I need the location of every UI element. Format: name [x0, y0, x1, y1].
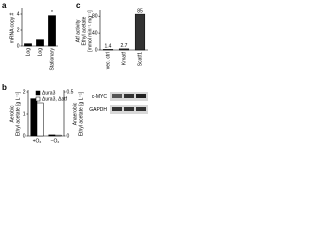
y-tick-label: 2 — [17, 27, 20, 33]
y-tick-label: 2 — [23, 89, 26, 95]
x-tick-label: −O₂ — [51, 138, 60, 144]
bar — [48, 134, 56, 137]
bar — [30, 98, 38, 137]
value-label: 2.7 — [121, 43, 128, 49]
page: a 0 2 4 mRNA copy # Log Log Stationary * b 0 1 2 Aero… — [2, 1, 148, 145]
annotation: * — [51, 10, 53, 16]
axis-label: [mmol min⁻¹ mg⁻¹] — [87, 10, 93, 52]
y-tick-label: 4 — [17, 11, 20, 17]
x-tick-label: Log — [25, 48, 31, 57]
x-tick-label: Scatf1 — [137, 52, 143, 66]
legend-swatch — [35, 90, 41, 96]
legend-label: Δura3, Δatf — [42, 96, 68, 102]
bar — [118, 48, 130, 51]
axis-label: Anaerobic — [72, 102, 78, 125]
axis-label: Atf activity — [75, 19, 81, 42]
blot-label: GAPDH — [89, 107, 107, 113]
axis-label: Aerobic — [9, 105, 15, 122]
panel-label: b — [2, 83, 7, 92]
bar — [48, 15, 56, 47]
panel-label: c — [76, 1, 81, 10]
y-tick-label: 1 — [23, 111, 26, 117]
legend-swatch — [35, 96, 41, 102]
blot-band — [112, 107, 122, 111]
axis-label: Ethyl acetate — [81, 16, 87, 45]
value-label: 1.4 — [105, 44, 112, 50]
x-tick-label: +O₂ — [33, 138, 42, 144]
bar — [134, 13, 146, 51]
panel-label: a — [2, 1, 7, 10]
axis-label: mRNA copy # — [9, 13, 15, 44]
axis-label: Ethyl acetate [g L⁻¹] — [15, 91, 21, 136]
x-tick-label: Log — [37, 48, 43, 57]
bar — [54, 134, 62, 137]
blot-band — [124, 107, 134, 111]
value-label: 85 — [137, 8, 143, 14]
x-tick-label: vec. ctrl — [105, 52, 111, 69]
bar — [36, 102, 44, 137]
x-tick-label: Kmatf — [121, 51, 127, 65]
legend-label: Δura3 — [42, 90, 56, 96]
blot-label: c-MYC — [92, 94, 108, 100]
blot-band — [136, 94, 146, 98]
blot-band — [124, 94, 134, 98]
y-tick-label: 0 — [23, 133, 26, 139]
bar — [102, 49, 114, 51]
y-tick-label: 80 — [92, 14, 98, 20]
blot-band — [112, 94, 122, 98]
x-tick-label: Stationary — [49, 48, 55, 71]
y-tick-label: 40 — [92, 30, 98, 36]
y-tick-label: 0 — [17, 43, 20, 49]
bar — [36, 39, 44, 47]
y-tick-label: 0 — [95, 47, 98, 53]
y2-tick-label: 0 — [67, 133, 70, 139]
bar — [24, 43, 32, 47]
y2-tick-label: 0.5 — [67, 89, 74, 95]
axis-label: Ethyl acetate [g L⁻¹] — [78, 91, 84, 136]
blot-band — [136, 107, 146, 111]
